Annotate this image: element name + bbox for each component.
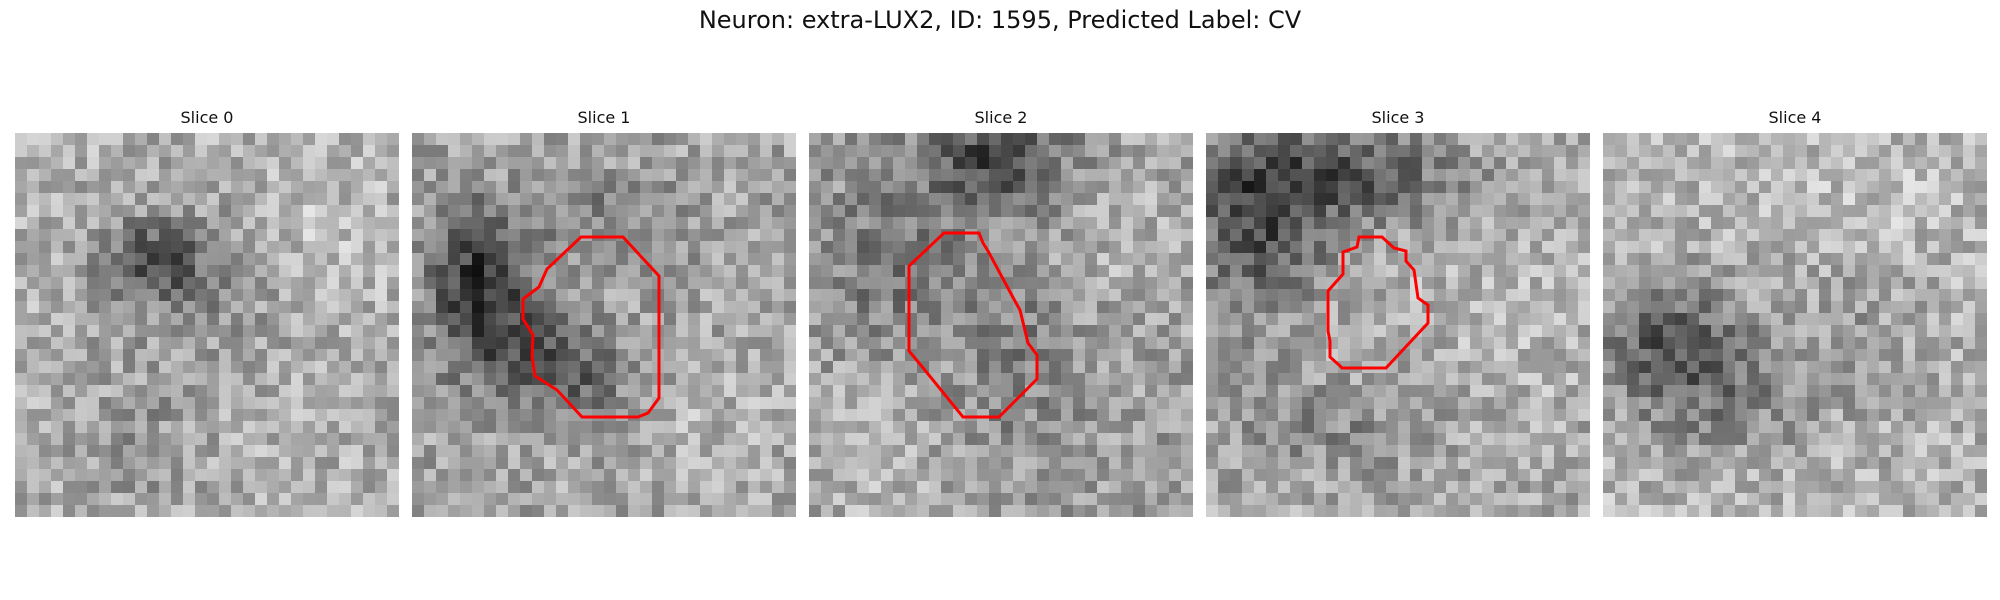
slice-image-3 xyxy=(1206,133,1590,517)
roi-contour-2 xyxy=(907,231,1039,419)
slice-image-0 xyxy=(15,133,399,517)
microscopy-image-4 xyxy=(1603,133,1987,517)
slice-title-3: Slice 3 xyxy=(1371,108,1425,127)
slice-image-1 xyxy=(412,133,796,517)
roi-contour-1 xyxy=(521,235,661,419)
microscopy-image-0 xyxy=(15,133,399,517)
roi-contour-3 xyxy=(1326,235,1430,370)
slice-title-0: Slice 0 xyxy=(180,108,234,127)
roi-outline-3 xyxy=(1326,235,1430,370)
slice-title-4: Slice 4 xyxy=(1768,108,1822,127)
slice-image-4 xyxy=(1603,133,1987,517)
roi-outline-1 xyxy=(521,235,661,419)
microscopy-image-1 xyxy=(412,133,796,517)
slice-title-1: Slice 1 xyxy=(577,108,631,127)
slice-image-2 xyxy=(809,133,1193,517)
microscopy-image-2 xyxy=(809,133,1193,517)
microscopy-image-3 xyxy=(1206,133,1590,517)
figure-title: Neuron: extra-LUX2, ID: 1595, Predicted … xyxy=(698,6,1302,34)
slice-title-2: Slice 2 xyxy=(974,108,1028,127)
roi-outline-2 xyxy=(907,231,1039,419)
